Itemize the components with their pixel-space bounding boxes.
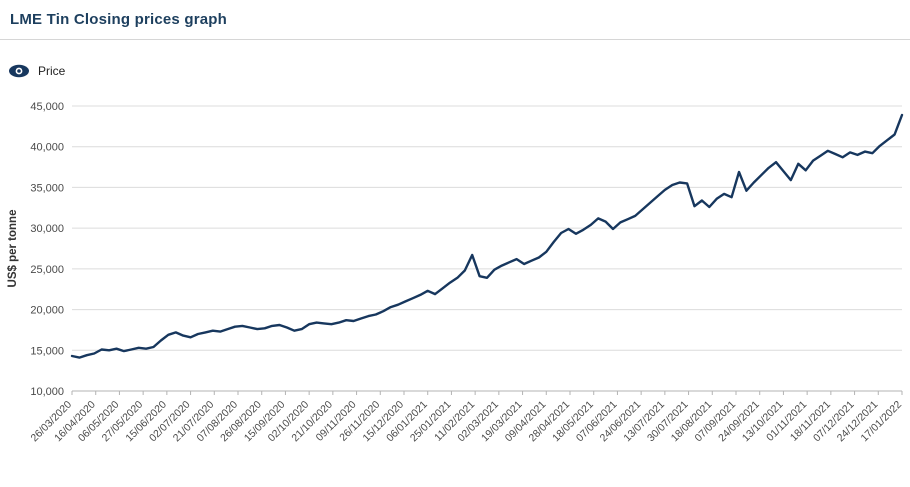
chart-area: 10,000 15,000 20,000 25,000 30,000 35,000 40,0… (0, 86, 910, 486)
y-axis-title: US$ per tonne (7, 210, 19, 288)
y-axis-labels: 10,000 15,000 20,000 25,000 30,000 35,000 40,0… (30, 101, 64, 398)
page-header: LME Tin Closing prices graph (0, 0, 910, 40)
svg-text:35,000: 35,000 (30, 182, 64, 194)
svg-text:10,000: 10,000 (30, 386, 64, 398)
chart-legend[interactable]: Price (8, 62, 910, 80)
svg-text:15,000: 15,000 (30, 345, 64, 357)
page-title: LME Tin Closing prices graph (10, 11, 228, 28)
price-series-line (70, 113, 904, 359)
x-axis-labels: 26/03/202016/04/202006/05/202027/05/2020… (28, 391, 904, 444)
svg-text:30,000: 30,000 (30, 223, 64, 235)
svg-text:25,000: 25,000 (30, 264, 64, 276)
gridlines (72, 105, 902, 392)
legend-label-price: Price (38, 64, 66, 78)
eye-icon (9, 64, 29, 78)
svg-text:20,000: 20,000 (30, 305, 64, 317)
tin-price-line-chart: 10,000 15,000 20,000 25,000 30,000 35,000 40,0… (7, 101, 904, 444)
svg-text:45,000: 45,000 (30, 101, 64, 113)
svg-text:40,000: 40,000 (30, 142, 64, 154)
